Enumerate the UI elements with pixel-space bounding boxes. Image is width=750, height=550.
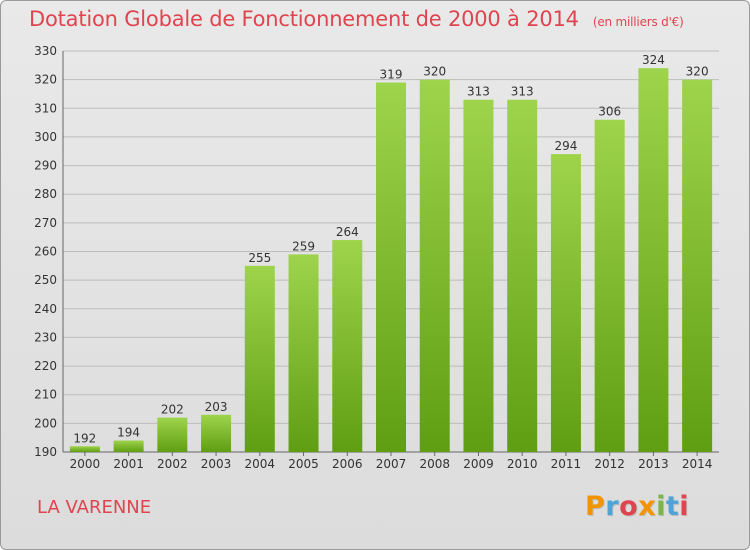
x-tick-label: 2004 xyxy=(245,457,276,471)
chart-title-text: Dotation Globale de Fonctionnement de 20… xyxy=(29,7,579,31)
chart-title: Dotation Globale de Fonctionnement de 20… xyxy=(29,7,684,31)
bar-value-label: 294 xyxy=(554,139,577,153)
x-tick-label: 2008 xyxy=(419,457,450,471)
bar-value-label: 192 xyxy=(73,431,96,445)
y-tick-label: 200 xyxy=(34,416,57,430)
bar xyxy=(638,68,669,452)
logo-letter: i xyxy=(656,491,666,522)
y-tick-label: 320 xyxy=(34,73,57,87)
y-tick-label: 330 xyxy=(34,44,57,58)
x-tick-label: 2005 xyxy=(288,457,319,471)
x-tick-label: 2006 xyxy=(332,457,363,471)
y-tick-label: 220 xyxy=(34,359,57,373)
bar-value-label: 306 xyxy=(598,105,621,119)
logo-letter: x xyxy=(638,491,657,522)
x-tick-label: 2002 xyxy=(157,457,188,471)
y-tick-label: 280 xyxy=(34,187,57,201)
x-tick-label: 2010 xyxy=(507,457,538,471)
commune-name: LA VARENNE xyxy=(37,497,152,518)
y-tick-label: 240 xyxy=(34,302,57,316)
bar xyxy=(288,254,319,452)
bar xyxy=(69,446,100,452)
bar-value-label: 320 xyxy=(423,65,446,79)
y-tick-label: 310 xyxy=(34,101,57,115)
bar-value-label: 313 xyxy=(467,85,490,99)
y-tick-label: 260 xyxy=(34,245,57,259)
bar xyxy=(157,417,188,452)
x-tick-label: 2003 xyxy=(201,457,232,471)
bar-value-label: 202 xyxy=(161,403,184,417)
y-tick-label: 270 xyxy=(34,216,57,230)
bar xyxy=(332,240,363,452)
bar xyxy=(550,154,581,452)
x-tick-label: 2013 xyxy=(638,457,669,471)
x-tick-label: 2011 xyxy=(551,457,582,471)
x-tick-label: 2000 xyxy=(70,457,101,471)
bar xyxy=(682,79,713,453)
x-tick-label: 2012 xyxy=(594,457,625,471)
bar-value-label: 194 xyxy=(117,426,140,440)
y-tick-label: 190 xyxy=(34,445,57,459)
bar xyxy=(463,99,494,452)
x-tick-label: 2014 xyxy=(682,457,713,471)
logo-letter: r xyxy=(605,491,620,522)
bar-value-label: 313 xyxy=(511,85,534,99)
y-tick-label: 290 xyxy=(34,159,57,173)
chart-unit: (en milliers d'€) xyxy=(592,15,684,29)
logo-letter: t xyxy=(665,491,680,522)
bar xyxy=(376,82,406,452)
y-tick-label: 230 xyxy=(34,330,57,344)
bar xyxy=(201,414,232,452)
bar-value-label: 255 xyxy=(248,251,271,265)
y-tick-label: 210 xyxy=(34,388,57,402)
bar xyxy=(507,99,538,452)
bar xyxy=(594,119,625,452)
x-tick-label: 2001 xyxy=(113,457,144,471)
bar-value-label: 264 xyxy=(336,225,359,239)
bar-value-label: 320 xyxy=(686,65,709,79)
bar xyxy=(419,79,450,453)
x-tick-label: 2007 xyxy=(376,457,407,471)
bar-value-label: 324 xyxy=(642,53,665,67)
bar xyxy=(113,440,144,452)
logo-letter: o xyxy=(619,491,639,522)
logo-letter: P xyxy=(585,491,606,522)
bar xyxy=(244,265,275,452)
bar-value-label: 203 xyxy=(205,400,228,414)
bar-value-label: 259 xyxy=(292,239,315,253)
bar-value-label: 319 xyxy=(380,68,403,82)
logo-letter: i xyxy=(679,491,690,522)
y-tick-label: 250 xyxy=(34,273,57,287)
proxiti-logo: Proxiti xyxy=(585,491,689,522)
x-tick-label: 2009 xyxy=(463,457,494,471)
y-tick-label: 300 xyxy=(34,130,57,144)
